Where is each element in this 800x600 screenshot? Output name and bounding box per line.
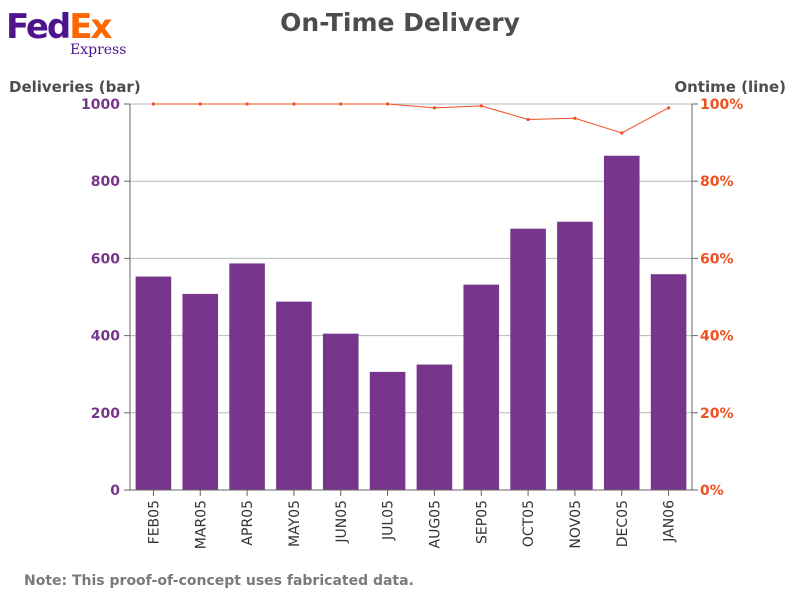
y-tick-left: 800 xyxy=(91,174,120,190)
bar xyxy=(603,155,640,490)
x-tick-label: APR05 xyxy=(240,500,256,546)
ontime-line xyxy=(153,103,669,134)
bar xyxy=(276,301,312,490)
y-tick-left: 600 xyxy=(91,251,120,267)
y-tick-right: 100% xyxy=(700,97,743,113)
x-tick-label: JUN05 xyxy=(334,500,350,544)
logo-express: Express xyxy=(70,42,126,58)
ontime-point xyxy=(479,104,483,108)
bar xyxy=(229,263,265,490)
y-axis-right-label: Ontime (line) xyxy=(674,78,786,96)
x-tick-label: FEB05 xyxy=(146,500,162,544)
logo-fed: Fed xyxy=(6,7,69,47)
chart-title: On-Time Delivery xyxy=(280,8,520,37)
y-axis-left-label: Deliveries (bar) xyxy=(9,78,141,96)
ontime-point xyxy=(573,116,577,120)
x-tick-label: JAN06 xyxy=(662,500,678,543)
y-tick-left: 400 xyxy=(91,329,120,345)
bar xyxy=(463,284,500,490)
bar xyxy=(510,228,546,491)
y-tick-right: 0% xyxy=(700,483,724,499)
ontime-point xyxy=(245,102,249,106)
x-tick-label: DEC05 xyxy=(615,500,631,547)
ontime-point xyxy=(198,102,202,106)
x-tick-label: OCT05 xyxy=(521,500,537,547)
y-tick-left: 200 xyxy=(91,406,120,422)
footnote: Note: This proof-of-concept uses fabrica… xyxy=(24,573,414,589)
y-tick-right: 80% xyxy=(700,174,734,190)
y-tick-left: 0 xyxy=(110,483,120,499)
ontime-point xyxy=(432,106,437,110)
ontime-point xyxy=(666,106,671,110)
x-tick-label: JUL05 xyxy=(381,500,397,541)
bar xyxy=(135,276,172,490)
bar xyxy=(557,221,593,491)
y-tick-right: 60% xyxy=(700,251,734,267)
svg-text:FedEx: FedEx xyxy=(6,7,112,47)
bar xyxy=(416,364,453,490)
ontime-point xyxy=(339,102,343,106)
y-tick-right: 20% xyxy=(700,406,734,422)
bar xyxy=(322,333,359,490)
ontime-point xyxy=(292,102,296,106)
x-tick-label: MAR05 xyxy=(193,500,209,549)
fedex-logo: FedEx Express xyxy=(6,7,126,58)
y-tick-right: 40% xyxy=(700,329,734,345)
x-tick-label: NOV05 xyxy=(568,500,584,549)
ontime-point xyxy=(526,117,530,122)
bar xyxy=(650,274,687,490)
ontime-point xyxy=(620,131,624,135)
ontime-point xyxy=(151,102,156,106)
ontime-point xyxy=(385,102,390,106)
x-tick-label: AUG05 xyxy=(427,500,443,549)
bar xyxy=(369,371,406,490)
y-tick-left: 1000 xyxy=(81,97,120,113)
bar xyxy=(182,293,219,490)
x-tick-label: MAY05 xyxy=(287,500,303,547)
logo-ex: Ex xyxy=(69,7,112,47)
x-tick-label: SEP05 xyxy=(474,500,490,544)
